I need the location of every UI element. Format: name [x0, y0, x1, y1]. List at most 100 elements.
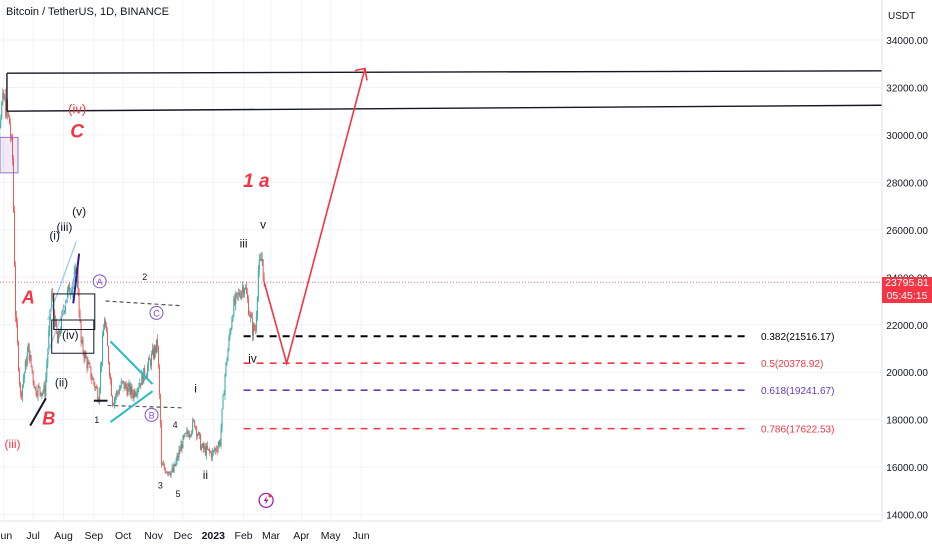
grid: [0, 0, 882, 521]
candle-body: [1, 103, 2, 118]
candle-body: [52, 293, 53, 298]
candle-body: [48, 331, 49, 351]
candle-body: [137, 389, 138, 394]
candle-body: [14, 211, 15, 266]
candle-body: [225, 375, 226, 395]
candle-body: [3, 92, 4, 98]
candle-body: [102, 336, 103, 361]
candle-body: [119, 390, 120, 394]
candle-body: [192, 420, 193, 432]
candle-body: [139, 383, 140, 387]
candle-body: [100, 367, 101, 388]
x-tick-label: Jun: [353, 530, 370, 542]
candle-body: [163, 465, 164, 466]
notification-dot: [269, 494, 272, 497]
triangle-upper: [110, 341, 152, 384]
candle-body: [242, 287, 243, 291]
wave-label-n1: 1: [94, 415, 99, 425]
candle-body: [170, 474, 171, 475]
candle-body: [168, 472, 169, 474]
candle-body: [81, 321, 82, 342]
candle-body: [264, 278, 265, 283]
candle-body: [40, 387, 41, 392]
channel-upper: [48, 242, 76, 320]
candle-body: [57, 333, 58, 344]
candle-body: [101, 362, 102, 368]
candle-body: [207, 446, 208, 450]
candle-body: [251, 314, 252, 317]
candle-body: [202, 444, 203, 448]
candle-body: [180, 450, 181, 451]
candle-body: [217, 450, 218, 451]
y-tick-label: 16000.00: [886, 463, 928, 474]
candle-body: [141, 373, 142, 385]
candle-body: [75, 269, 76, 272]
candle-body: [92, 379, 93, 380]
candle-body: [247, 293, 248, 299]
candle-body: [183, 436, 184, 437]
candle-body: [36, 387, 37, 394]
candle-body: [125, 384, 126, 389]
candle-body: [87, 362, 88, 368]
wave-label-r_i: i: [194, 381, 197, 395]
candle-body: [260, 259, 261, 260]
candle-body: [224, 395, 225, 396]
candle-body: [23, 379, 24, 385]
candle-body: [221, 428, 222, 445]
candle-body: [164, 465, 165, 469]
candle-body: [160, 395, 161, 424]
candle-body: [201, 447, 202, 449]
fib-label: 0.382(21516.17): [761, 332, 834, 343]
candle-body: [105, 321, 106, 326]
candle-body: [234, 299, 235, 305]
candle-body: [227, 361, 228, 363]
resistance-line-lower[interactable]: [7, 105, 882, 111]
resistance-line-upper[interactable]: [7, 71, 882, 73]
candle-body: [68, 285, 69, 290]
candle-body: [32, 366, 33, 372]
candle-body: [228, 337, 229, 350]
candle-body: [200, 435, 201, 450]
wave-label-big_C: C: [70, 121, 84, 142]
candle-body: [41, 393, 42, 396]
candle-body: [71, 292, 72, 293]
wave-label-circ_B: B: [149, 410, 155, 420]
candle-body: [188, 434, 189, 437]
candle-body: [213, 450, 214, 451]
candle-body: [219, 441, 220, 445]
candle-body: [35, 387, 36, 388]
candle-body: [151, 354, 152, 366]
x-tick-label: Oct: [115, 530, 131, 542]
wave-label-big_B: B: [42, 408, 55, 428]
candle-body: [134, 391, 135, 398]
candle-body: [108, 346, 109, 363]
candle-body: [240, 296, 241, 298]
candle-body: [193, 420, 194, 421]
candle-body: [244, 289, 245, 295]
projection-path[interactable]: [264, 68, 365, 363]
x-tick-label: Jul: [26, 530, 39, 542]
candle-body: [38, 386, 39, 396]
candle-body: [209, 449, 210, 452]
wave-label-iv_paren: (iv): [62, 328, 79, 342]
candle-body: [198, 432, 199, 435]
x-tick-label: Sep: [84, 530, 103, 542]
candle-body: [191, 432, 192, 435]
candle-body: [239, 293, 240, 296]
candle-body: [115, 396, 116, 398]
candle-body: [166, 472, 167, 473]
x-tick-label: Dec: [174, 530, 193, 542]
candle-body: [250, 314, 251, 316]
candle-body: [121, 382, 122, 388]
wave-label-r_iii: iii: [240, 237, 248, 251]
candle-body: [28, 344, 29, 353]
candle-body: [51, 293, 52, 309]
candle-body: [220, 441, 221, 445]
wave-label-big_A: A: [21, 287, 35, 307]
candle-body: [167, 472, 168, 473]
candle-body: [89, 364, 90, 367]
candle-body: [186, 431, 187, 433]
candle-body: [161, 424, 162, 465]
